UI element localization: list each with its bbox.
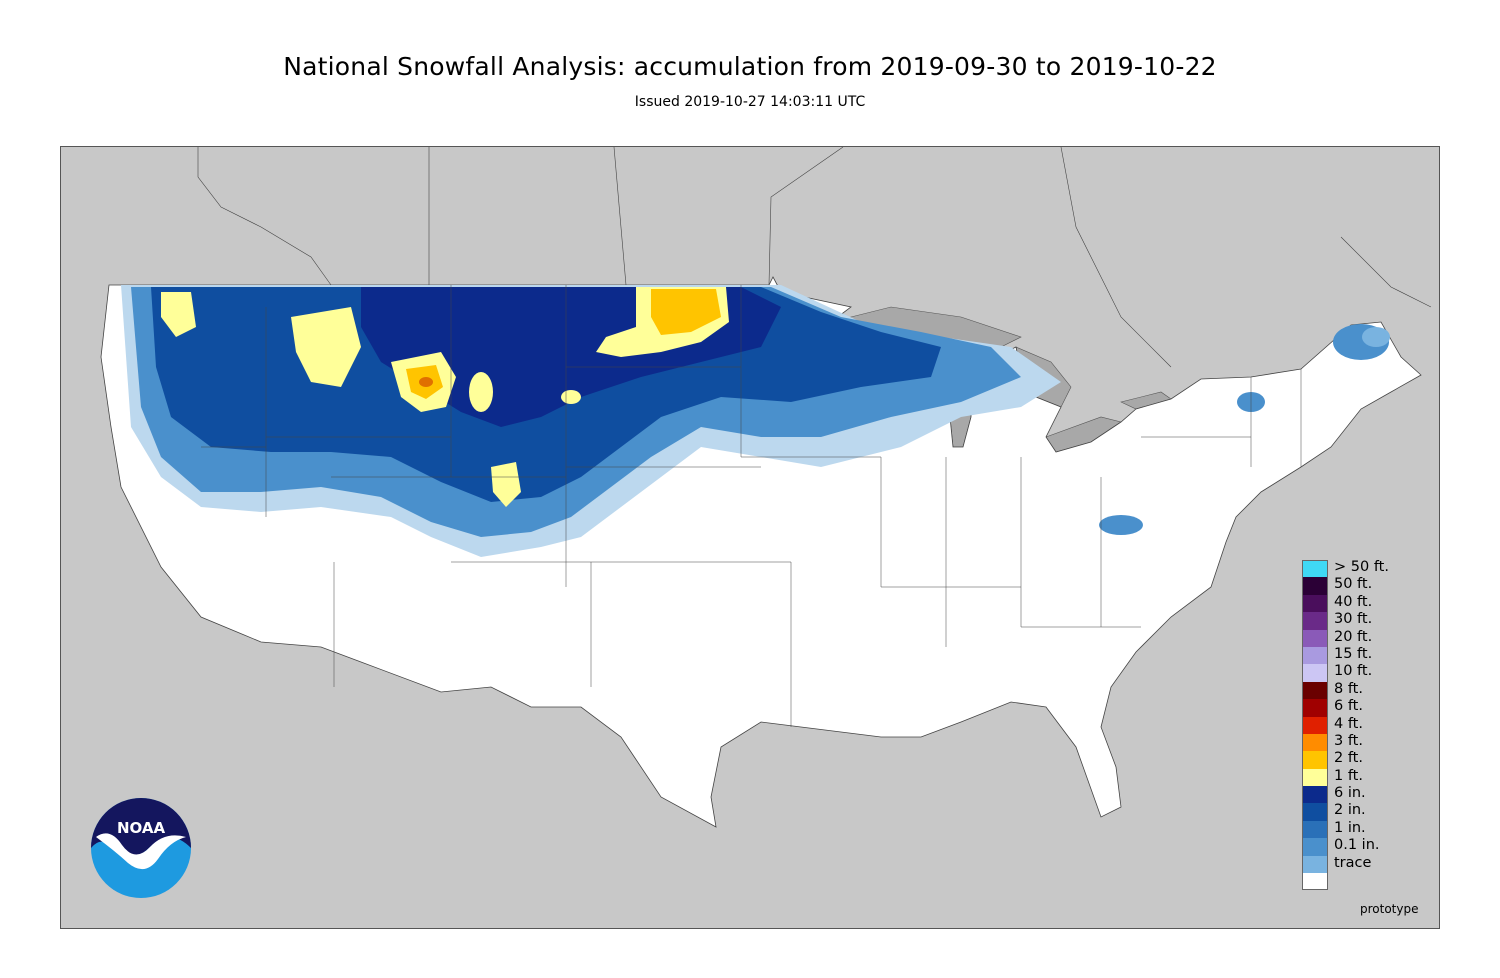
legend-label: 20 ft. xyxy=(1334,628,1373,645)
legend-row: 40 ft. xyxy=(1302,593,1422,613)
legend-row: 10 ft. xyxy=(1302,663,1422,682)
legend-swatch xyxy=(1302,838,1328,856)
pacific-ocean xyxy=(61,277,421,928)
snow-one-foot-idaho xyxy=(161,292,196,337)
legend-label: 8 ft. xyxy=(1334,680,1363,697)
legend-row: trace xyxy=(1302,854,1422,874)
legend-label: 0.1 in. xyxy=(1334,837,1380,854)
legend-row: 0.1 in. xyxy=(1302,837,1422,856)
international-borders xyxy=(197,147,1432,368)
legend-swatch xyxy=(1302,803,1328,821)
snow-maine-patch xyxy=(1362,327,1390,347)
legend-row: 2 ft. xyxy=(1302,750,1422,769)
snow-one-foot-black-hills xyxy=(561,390,581,404)
legend-swatch xyxy=(1302,646,1328,665)
legend-row: 30 ft. xyxy=(1302,611,1422,630)
issued-timestamp: Issued 2019-10-27 14:03:11 UTC xyxy=(634,94,866,110)
legend-label: 40 ft. xyxy=(1334,593,1373,610)
legend-swatch xyxy=(1302,560,1328,578)
legend-label: 2 in. xyxy=(1334,802,1366,819)
legend-row: 8 ft. xyxy=(1302,680,1422,700)
legend-row: 6 in. xyxy=(1302,785,1422,804)
legend-swatch xyxy=(1302,768,1328,787)
legend-label: 30 ft. xyxy=(1334,611,1373,628)
legend-row: 4 ft. xyxy=(1302,715,1422,734)
legend-swatch xyxy=(1302,855,1328,874)
legend-row: 20 ft. xyxy=(1302,628,1422,647)
legend-swatch xyxy=(1302,612,1328,630)
legend-label: 2 ft. xyxy=(1334,750,1363,767)
legend-label: 6 ft. xyxy=(1334,698,1363,715)
legend-row: 1 in. xyxy=(1302,819,1422,839)
snow-appalachian-patch xyxy=(1099,515,1143,535)
legend-row: 1 ft. xyxy=(1302,767,1422,787)
legend-label: 1 ft. xyxy=(1334,767,1363,784)
legend-label: > 50 ft. xyxy=(1334,559,1389,575)
legend-row: 3 ft. xyxy=(1302,732,1422,752)
noaa-logo-icon: NOAA xyxy=(91,798,191,898)
legend-row: > 50 ft. xyxy=(1302,559,1422,578)
prototype-note: prototype xyxy=(1360,902,1419,916)
snow-one-foot-bighorn xyxy=(469,372,493,412)
legend-swatch xyxy=(1302,577,1328,595)
legend-swatch xyxy=(1302,664,1328,682)
legend-label: 6 in. xyxy=(1334,785,1366,802)
legend-label: 50 ft. xyxy=(1334,576,1373,593)
legend-row xyxy=(1302,873,1422,891)
legend-label: 15 ft. xyxy=(1334,645,1373,662)
legend-row: 50 ft. xyxy=(1302,576,1422,595)
legend-swatch xyxy=(1302,751,1328,769)
legend-swatch xyxy=(1302,594,1328,613)
legend-row: 15 ft. xyxy=(1302,645,1422,665)
noaa-logo: NOAA xyxy=(90,797,192,899)
legend-swatch xyxy=(1302,733,1328,752)
gulf-of-mexico xyxy=(681,677,1111,928)
us-map xyxy=(61,147,1432,928)
state-borders xyxy=(201,285,1302,727)
legend-swatch-bottom xyxy=(1302,873,1328,891)
legend: > 50 ft. 50 ft. 40 ft. 30 ft. 20 ft. 15 … xyxy=(1302,559,1422,891)
legend-swatch xyxy=(1302,699,1328,717)
legend-label: 4 ft. xyxy=(1334,715,1363,732)
snow-one-foot-colorado xyxy=(491,462,521,507)
snow-one-foot-west-montana xyxy=(291,307,361,387)
legend-swatch xyxy=(1302,716,1328,734)
legend-row: 2 in. xyxy=(1302,802,1422,821)
snow-four-foot-montana xyxy=(419,377,433,387)
map-title: National Snowfall Analysis: accumulation… xyxy=(283,52,1217,81)
legend-label: 10 ft. xyxy=(1334,663,1373,680)
map-panel[interactable] xyxy=(60,146,1440,929)
snow-two-foot-north-dakota xyxy=(651,289,721,335)
legend-row: 6 ft. xyxy=(1302,698,1422,717)
noaa-logo-text: NOAA xyxy=(117,819,166,837)
legend-swatch xyxy=(1302,681,1328,700)
legend-swatch xyxy=(1302,629,1328,647)
legend-label: 3 ft. xyxy=(1334,732,1363,749)
legend-swatch xyxy=(1302,786,1328,804)
legend-label: trace xyxy=(1334,854,1372,871)
legend-label: 1 in. xyxy=(1334,819,1366,836)
legend-swatch xyxy=(1302,820,1328,839)
